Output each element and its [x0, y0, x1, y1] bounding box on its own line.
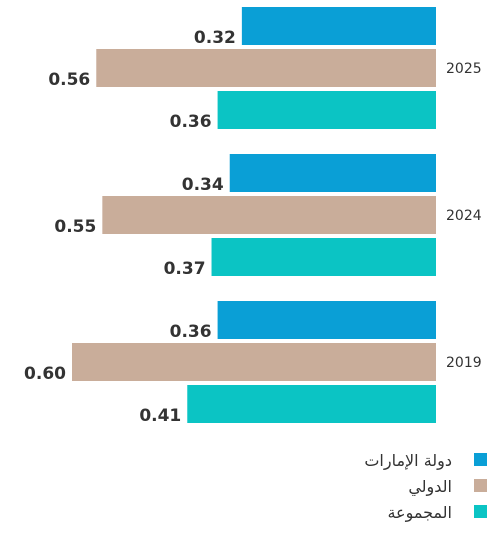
bar	[102, 196, 436, 234]
legend-swatch	[474, 505, 487, 518]
value-label: 0.36	[170, 322, 212, 342]
legend-swatch	[474, 453, 487, 466]
bar	[229, 154, 436, 192]
value-label: 0.37	[164, 259, 206, 279]
legend-label: دولة الإمارات	[364, 451, 452, 471]
bar	[211, 238, 436, 276]
category-label: 2025	[446, 61, 482, 77]
bar	[217, 91, 436, 129]
value-label: 0.56	[48, 70, 90, 90]
category-label: 2019	[446, 355, 482, 371]
legend-label: المجموعة	[387, 503, 452, 523]
value-label: 0.60	[24, 364, 66, 384]
value-label: 0.32	[194, 28, 236, 48]
value-label: 0.55	[54, 217, 96, 237]
legend-label: الدولي	[408, 477, 452, 497]
bar	[241, 7, 436, 45]
value-label: 0.34	[182, 175, 224, 195]
bar	[96, 49, 437, 87]
value-label: 0.36	[170, 112, 212, 132]
bar	[72, 343, 436, 381]
legend-swatch	[474, 479, 487, 492]
category-label: 2024	[446, 208, 482, 224]
bar	[187, 385, 436, 423]
value-label: 0.41	[139, 406, 181, 426]
bar	[217, 301, 436, 339]
